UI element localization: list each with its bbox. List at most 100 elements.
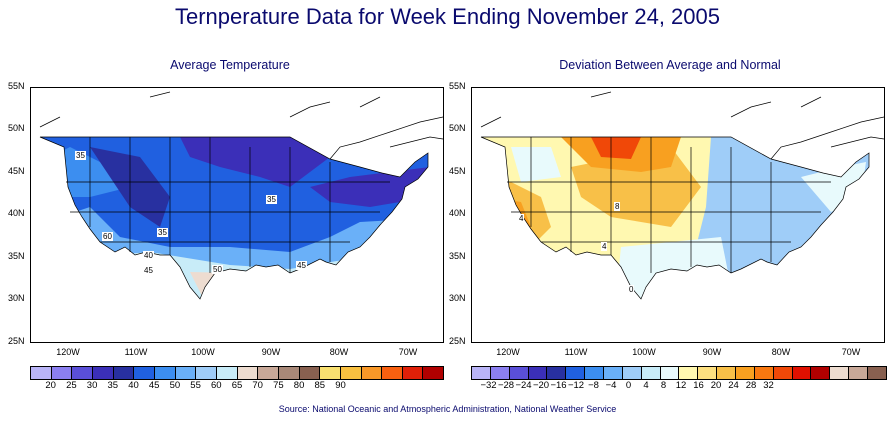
deviation-colorbar-ticks: −32 −28 −24 −20 −16 −12 −8 −4 0 4 8 12 16 20 24 28 32 — [471, 380, 885, 392]
colorbar-tick-label: 12 — [675, 380, 687, 391]
lon-label: 80W — [771, 347, 791, 357]
contour-label: 4 — [601, 242, 608, 251]
lon-label: 120W — [496, 347, 520, 357]
contour-label: 45 — [296, 261, 307, 270]
colorbar-tick-label: 30 — [86, 380, 98, 391]
lat-label: 45N — [449, 166, 466, 176]
colorbar-tick-label: 32 — [763, 380, 774, 391]
colorbar-tick-label: 45 — [148, 380, 160, 391]
colorbar-swatch — [585, 367, 605, 379]
colorbar-swatch — [773, 367, 793, 379]
colorbar-tick-label: 4 — [643, 380, 649, 391]
lat-label: 30N — [8, 293, 25, 303]
contour-label: 35 — [75, 151, 86, 160]
colorbar-tick-label: 20 — [45, 380, 56, 391]
lon-label: 80W — [329, 347, 349, 357]
contour-label: 8 — [614, 202, 621, 211]
colorbar-tick-label: 75 — [273, 380, 284, 391]
colorbar-tick-label: 25 — [66, 380, 77, 391]
lat-label: 35N — [449, 251, 466, 261]
colorbar-swatch — [698, 367, 718, 379]
lon-label: 110W — [564, 347, 588, 357]
colorbar-swatch — [811, 367, 831, 379]
colorbar-swatch — [299, 367, 321, 379]
colorbar-tick-label: −32 — [480, 380, 497, 391]
average-temperature-colorbar — [30, 366, 444, 380]
colorbar-tick-label: −4 — [605, 380, 617, 391]
colorbar-tick-label: 35 — [107, 380, 119, 391]
colorbar-swatch — [509, 367, 529, 379]
colorbar-swatch — [258, 367, 279, 379]
lat-label: 55N — [8, 81, 25, 91]
deviation-colorbar — [471, 366, 887, 380]
contour-label: 0 — [628, 285, 635, 294]
contour-label: 60 — [102, 232, 113, 241]
colorbar-swatch — [868, 367, 886, 379]
colorbar-tick-label: 85 — [314, 380, 326, 391]
colorbar-swatch — [566, 367, 586, 379]
left-map-subtitle: Average Temperature — [170, 58, 290, 72]
colorbar-swatch — [679, 367, 699, 379]
colorbar-tick-label: 50 — [169, 380, 181, 391]
colorbar-tick-label: −24 — [515, 380, 532, 391]
colorbar-swatch — [31, 367, 52, 379]
colorbar-swatch — [717, 367, 737, 379]
colorbar-swatch — [196, 367, 217, 379]
colorbar-swatch — [423, 367, 444, 379]
colorbar-tick-label: 65 — [231, 380, 243, 391]
colorbar-swatch — [472, 367, 491, 379]
contour-label: 35 — [266, 195, 277, 204]
colorbar-swatch — [320, 367, 341, 379]
source-note: Source: National Oceanic and Atmospheric… — [278, 404, 617, 414]
lat-label: 50N — [449, 123, 466, 133]
colorbar-swatch — [134, 367, 155, 379]
colorbar-swatch — [754, 367, 774, 379]
lat-label: 35N — [8, 251, 25, 261]
colorbar-tick-label: 0 — [625, 380, 632, 391]
lon-label: 100W — [191, 347, 215, 357]
colorbar-swatch — [547, 367, 567, 379]
lat-label: 40N — [449, 208, 466, 218]
lon-label: 110W — [124, 347, 148, 357]
lat-label: 25N — [8, 336, 25, 346]
colorbar-swatch — [361, 367, 383, 379]
colorbar-tick-label: −12 — [567, 380, 585, 391]
colorbar-swatch — [604, 367, 623, 379]
lat-label: 50N — [8, 123, 25, 133]
right-map-subtitle: Deviation Between Average and Normal — [559, 58, 781, 72]
colorbar-tick-label: 60 — [211, 380, 222, 391]
temperature-deviation-map — [471, 87, 885, 343]
colorbar-tick-label: 90 — [335, 380, 346, 391]
colorbar-swatch — [382, 367, 403, 379]
contour-label: 4 — [518, 214, 525, 223]
lat-label: 40N — [8, 208, 25, 218]
lon-label: 70W — [841, 347, 861, 357]
lon-label: 100W — [632, 347, 656, 357]
colorbar-tick-label: 28 — [745, 380, 757, 391]
colorbar-swatch — [278, 367, 300, 379]
colorbar-tick-label: 24 — [728, 380, 739, 391]
contour-label: 50 — [212, 265, 223, 274]
lat-label: 30N — [449, 293, 466, 303]
lon-label: 120W — [56, 347, 80, 357]
page-title: Ternperature Data for Week Ending Novemb… — [174, 4, 720, 29]
lon-label: 90W — [261, 347, 281, 357]
colorbar-tick-label: 55 — [190, 380, 201, 391]
lon-label: 70W — [398, 347, 418, 357]
colorbar-swatch — [849, 367, 869, 379]
colorbar-tick-label: 80 — [293, 380, 305, 391]
colorbar-swatch — [641, 367, 661, 379]
colorbar-swatch — [237, 367, 259, 379]
contour-label: 35 — [157, 228, 168, 237]
colorbar-tick-label: −28 — [497, 380, 515, 391]
colorbar-swatch — [216, 367, 238, 379]
colorbar-swatch — [402, 367, 424, 379]
colorbar-tick-label: 20 — [710, 380, 722, 391]
lat-label: 45N — [8, 166, 25, 176]
colorbar-swatch — [113, 367, 135, 379]
colorbar-tick-label: 40 — [128, 380, 139, 391]
colorbar-swatch — [490, 367, 510, 379]
colorbar-tick-label: −8 — [588, 380, 599, 391]
colorbar-swatch — [72, 367, 93, 379]
colorbar-swatch — [175, 367, 197, 379]
